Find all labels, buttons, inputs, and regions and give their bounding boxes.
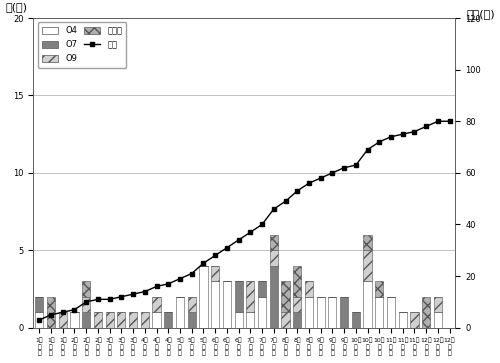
Bar <box>246 281 254 312</box>
累計 <box>95 297 101 302</box>
Bar <box>316 297 325 328</box>
累計 <box>435 119 441 123</box>
Bar <box>328 297 336 328</box>
Bar <box>293 266 302 297</box>
累計 <box>446 119 452 123</box>
累計 <box>259 222 265 227</box>
累計 <box>72 307 78 312</box>
Bar <box>223 281 231 328</box>
累計 <box>282 199 288 203</box>
Bar <box>82 312 90 328</box>
累計 <box>154 284 160 289</box>
Bar <box>293 312 302 328</box>
累計 <box>236 238 242 242</box>
Bar <box>282 281 290 312</box>
累計 <box>224 245 230 250</box>
Bar <box>82 281 90 297</box>
Bar <box>434 312 442 328</box>
Bar <box>211 281 220 328</box>
累計 <box>376 140 382 144</box>
Bar <box>152 312 160 328</box>
Bar <box>387 297 395 328</box>
累計 <box>60 310 66 314</box>
Bar <box>398 312 407 328</box>
累計 <box>130 292 136 296</box>
Bar <box>364 235 372 250</box>
Bar <box>211 266 220 281</box>
累計 <box>106 297 112 302</box>
Bar <box>152 297 160 312</box>
Bar <box>164 312 172 328</box>
累計 <box>200 261 206 265</box>
Bar <box>258 281 266 297</box>
累計 <box>400 132 406 136</box>
Bar <box>176 297 184 328</box>
Bar <box>58 312 67 328</box>
累計 <box>271 207 277 211</box>
Y-axis label: 旬(人): 旬(人) <box>6 2 28 12</box>
累計 <box>353 163 359 167</box>
累計 <box>294 189 300 193</box>
Bar <box>70 312 78 328</box>
Bar <box>422 297 430 328</box>
累計 <box>142 289 148 294</box>
累計 <box>364 147 370 152</box>
Bar <box>293 297 302 312</box>
累計 <box>166 282 172 286</box>
Bar <box>82 297 90 312</box>
Bar <box>35 297 43 312</box>
累計 <box>177 277 183 281</box>
Bar <box>35 312 43 328</box>
Bar <box>364 250 372 281</box>
Bar <box>434 297 442 312</box>
Bar <box>246 312 254 328</box>
累計 <box>212 253 218 258</box>
Bar <box>188 297 196 312</box>
Y-axis label: 累計(人): 累計(人) <box>466 9 495 19</box>
Line: 累計: 累計 <box>37 119 452 322</box>
累計 <box>118 294 124 299</box>
Bar <box>106 312 114 328</box>
累計 <box>248 230 254 234</box>
Bar <box>410 312 418 328</box>
Bar <box>364 281 372 328</box>
Bar <box>375 281 384 297</box>
Bar <box>305 297 313 328</box>
Bar <box>375 297 384 328</box>
Bar <box>340 297 348 328</box>
Bar <box>234 281 242 312</box>
Legend: O4, O7, O9, その他, 累計: O4, O7, O9, その他, 累計 <box>38 22 126 68</box>
累計 <box>412 129 418 134</box>
累計 <box>330 171 336 175</box>
Bar <box>118 312 126 328</box>
累計 <box>306 181 312 185</box>
Bar <box>258 297 266 328</box>
Bar <box>234 312 242 328</box>
累計 <box>188 272 194 276</box>
累計 <box>388 135 394 139</box>
累計 <box>318 176 324 180</box>
Bar <box>270 250 278 266</box>
Bar <box>47 297 55 328</box>
Bar <box>188 312 196 328</box>
Bar <box>270 235 278 250</box>
Bar <box>305 281 313 297</box>
Bar <box>94 312 102 328</box>
累計 <box>423 124 429 129</box>
累計 <box>36 318 43 322</box>
Bar <box>200 266 207 328</box>
Bar <box>140 312 149 328</box>
Bar <box>352 312 360 328</box>
Bar <box>270 266 278 328</box>
Bar <box>282 312 290 328</box>
累計 <box>341 166 347 170</box>
Bar <box>129 312 137 328</box>
累計 <box>83 300 89 304</box>
累計 <box>48 313 54 317</box>
